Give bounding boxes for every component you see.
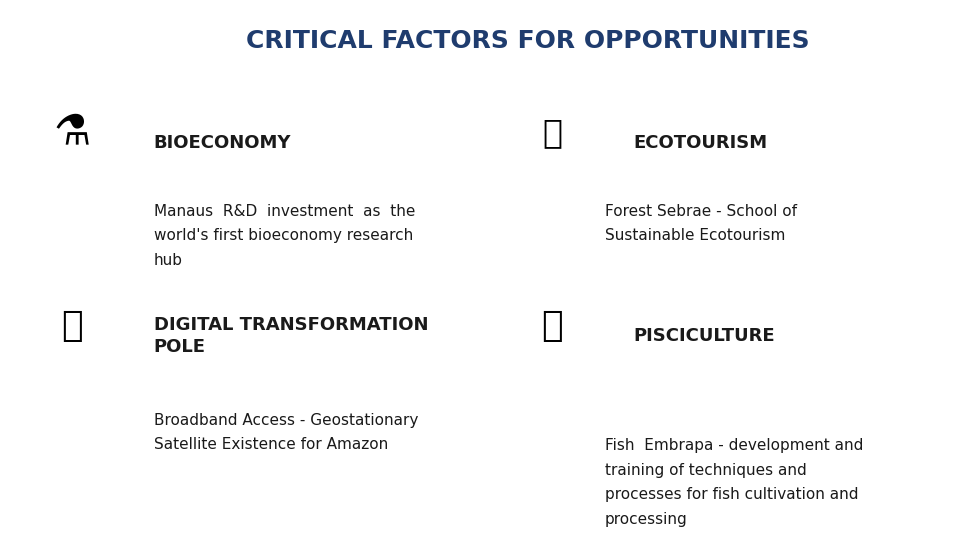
Text: ⛰: ⛰ [542,116,562,149]
Text: Forest Sebrae - School of
Sustainable Ecotourism: Forest Sebrae - School of Sustainable Ec… [605,204,797,244]
Text: 🌍: 🌍 [61,309,83,343]
Text: CRITICAL FACTORS FOR OPPORTUNITIES: CRITICAL FACTORS FOR OPPORTUNITIES [246,29,810,53]
Text: Broadband Access - Geostationary
Satellite Existence for Amazon: Broadband Access - Geostationary Satelli… [154,413,418,452]
Text: Fish  Embrapa - development and
training of techniques and
processes for fish cu: Fish Embrapa - development and training … [605,438,863,527]
Text: BIOECONOMY: BIOECONOMY [154,133,291,152]
Text: PISCICULTURE: PISCICULTURE [634,327,776,345]
Text: ECOTOURISM: ECOTOURISM [634,133,768,152]
Text: ⚗: ⚗ [54,111,90,153]
Text: DIGITAL TRANSFORMATION
POLE: DIGITAL TRANSFORMATION POLE [154,316,428,356]
Text: 🐟: 🐟 [541,309,563,343]
Text: Manaus  R&D  investment  as  the
world's first bioeconomy research
hub: Manaus R&D investment as the world's fir… [154,204,415,268]
